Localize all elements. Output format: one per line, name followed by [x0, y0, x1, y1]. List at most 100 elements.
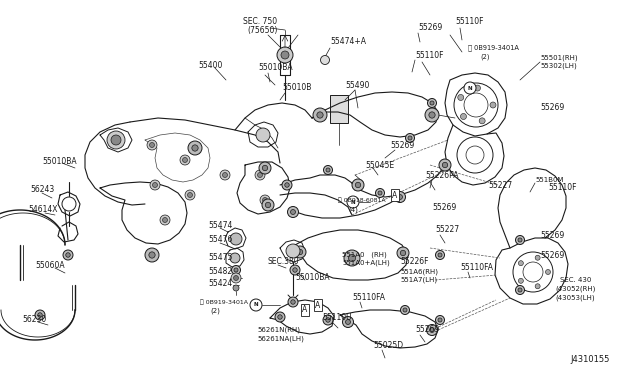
Circle shape	[426, 324, 438, 336]
Text: 55110F: 55110F	[548, 183, 577, 192]
Circle shape	[317, 112, 323, 118]
Text: (4): (4)	[348, 207, 358, 213]
Circle shape	[291, 300, 295, 304]
Circle shape	[408, 136, 412, 140]
Text: Ⓝ 0B919-3401A: Ⓝ 0B919-3401A	[468, 45, 519, 51]
Circle shape	[230, 233, 242, 245]
Circle shape	[326, 168, 330, 172]
Circle shape	[344, 250, 360, 266]
Circle shape	[257, 173, 262, 177]
Circle shape	[149, 252, 155, 258]
Circle shape	[439, 159, 451, 171]
Circle shape	[515, 235, 525, 244]
Circle shape	[259, 162, 271, 174]
Text: 55490: 55490	[345, 80, 369, 90]
Circle shape	[262, 198, 268, 202]
Text: 55269: 55269	[390, 141, 414, 150]
Text: (2): (2)	[210, 308, 220, 314]
Circle shape	[260, 195, 270, 205]
Circle shape	[545, 269, 550, 275]
Circle shape	[438, 318, 442, 322]
Bar	[330, 95, 348, 123]
Circle shape	[458, 94, 464, 100]
Circle shape	[145, 248, 159, 262]
Circle shape	[111, 135, 121, 145]
Text: N: N	[351, 199, 355, 205]
Text: 55269: 55269	[540, 103, 564, 112]
Text: 55110F: 55110F	[455, 17, 483, 26]
Text: (43052(RH): (43052(RH)	[555, 286, 595, 292]
Circle shape	[397, 247, 409, 259]
Text: 56261NA(LH): 56261NA(LH)	[257, 336, 304, 342]
Circle shape	[298, 249, 303, 255]
Text: Ⓝ 0B918-6081A: Ⓝ 0B918-6081A	[338, 197, 386, 203]
Circle shape	[262, 199, 274, 211]
Text: 551B0M: 551B0M	[535, 177, 563, 183]
Text: Ⓝ 0B919-3401A: Ⓝ 0B919-3401A	[200, 299, 248, 305]
Text: 55110U: 55110U	[322, 314, 351, 323]
Circle shape	[220, 170, 230, 180]
Circle shape	[464, 82, 476, 94]
Text: 55269: 55269	[432, 203, 456, 212]
Circle shape	[231, 273, 241, 283]
Circle shape	[278, 315, 282, 319]
Circle shape	[255, 170, 265, 180]
Text: J4310155: J4310155	[570, 356, 609, 365]
Circle shape	[401, 305, 410, 314]
Circle shape	[188, 192, 193, 198]
Text: 55269: 55269	[540, 231, 564, 240]
Text: 55110F: 55110F	[415, 51, 444, 60]
Circle shape	[281, 51, 289, 59]
Circle shape	[266, 202, 271, 208]
Text: 55474: 55474	[208, 221, 232, 230]
Circle shape	[321, 55, 330, 64]
Text: 56243: 56243	[30, 186, 54, 195]
Text: 55010BA: 55010BA	[295, 273, 330, 282]
Circle shape	[275, 312, 285, 322]
Text: 55302(LH): 55302(LH)	[540, 63, 577, 69]
Text: 55010B: 55010B	[282, 83, 312, 93]
Circle shape	[352, 179, 364, 191]
Text: 55227: 55227	[435, 225, 459, 234]
Circle shape	[535, 284, 540, 289]
Text: 54614X: 54614X	[28, 205, 58, 215]
Circle shape	[163, 218, 168, 222]
Text: 55501(RH): 55501(RH)	[540, 55, 578, 61]
Circle shape	[230, 253, 240, 263]
Circle shape	[376, 189, 385, 198]
Circle shape	[518, 278, 524, 283]
Circle shape	[323, 166, 333, 174]
Circle shape	[518, 238, 522, 242]
Text: 55045E: 55045E	[365, 160, 394, 170]
Circle shape	[428, 99, 436, 108]
Circle shape	[150, 180, 160, 190]
Text: 55424: 55424	[208, 279, 232, 288]
Circle shape	[292, 268, 297, 272]
Circle shape	[326, 318, 330, 322]
Text: 551A6(RH): 551A6(RH)	[400, 269, 438, 275]
Circle shape	[185, 190, 195, 200]
Circle shape	[286, 244, 300, 258]
Circle shape	[256, 128, 270, 142]
Text: 55269: 55269	[540, 250, 564, 260]
Text: (75650): (75650)	[247, 26, 277, 35]
Text: N: N	[468, 86, 472, 90]
Circle shape	[160, 215, 170, 225]
Circle shape	[234, 268, 238, 272]
Circle shape	[250, 299, 262, 311]
Circle shape	[442, 162, 448, 168]
Circle shape	[378, 191, 382, 195]
Circle shape	[150, 142, 154, 148]
Circle shape	[234, 276, 239, 280]
Text: A: A	[392, 190, 397, 199]
Text: 56230: 56230	[22, 315, 46, 324]
Text: 55110FA: 55110FA	[460, 263, 493, 273]
Text: 55476: 55476	[208, 235, 232, 244]
Circle shape	[233, 285, 239, 291]
Circle shape	[438, 253, 442, 257]
Text: 55227: 55227	[488, 180, 512, 189]
Text: 55474+A: 55474+A	[330, 38, 366, 46]
Circle shape	[66, 253, 70, 257]
Circle shape	[152, 183, 157, 187]
Text: 551A7(LH): 551A7(LH)	[400, 277, 437, 283]
